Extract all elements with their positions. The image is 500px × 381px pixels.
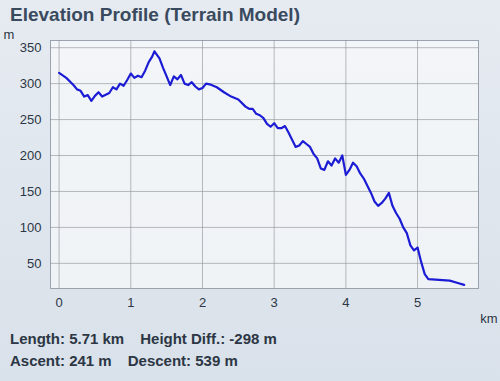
svg-text:0: 0 <box>55 295 62 310</box>
html-text:Ascent: 241 m: Ascent: 241 m <box>10 352 112 369</box>
html-text:Elevation Profile (Terrain Mod: Elevation Profile (Terrain Model) <box>10 4 300 25</box>
svg-text:50: 50 <box>27 256 41 271</box>
svg-text:350: 350 <box>20 40 42 55</box>
svg-text:5: 5 <box>414 295 421 310</box>
svg-text:2: 2 <box>199 295 206 310</box>
svg-text:4: 4 <box>342 295 349 310</box>
svg-text:150: 150 <box>20 184 42 199</box>
html-text:Length: 5.71 km: Length: 5.71 km <box>10 330 125 347</box>
svg-text:3: 3 <box>271 295 278 310</box>
html-text:Descent: 539 m: Descent: 539 m <box>127 352 238 369</box>
svg-text:km: km <box>480 311 497 326</box>
svg-text:250: 250 <box>20 112 42 127</box>
svg-text:300: 300 <box>20 76 42 91</box>
svg-text:200: 200 <box>20 148 42 163</box>
svg-text:m: m <box>4 27 15 42</box>
svg-text:100: 100 <box>20 220 42 235</box>
html-text:Height Diff.: -298 m: Height Diff.: -298 m <box>140 330 277 347</box>
svg-text:1: 1 <box>127 295 134 310</box>
